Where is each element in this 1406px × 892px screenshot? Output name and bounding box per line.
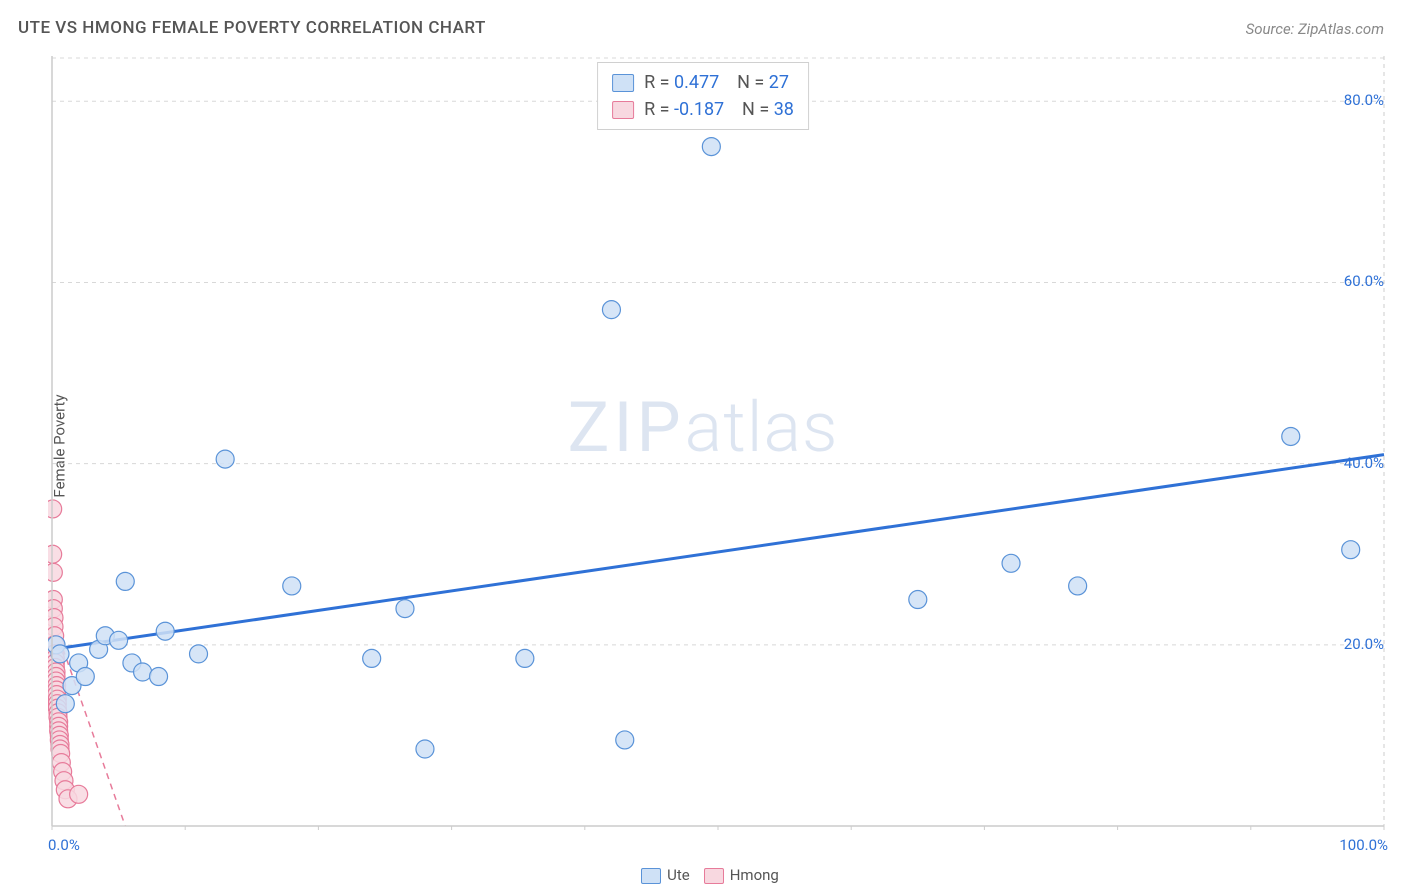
ute-point — [602, 301, 620, 319]
ute-point — [150, 668, 168, 686]
ute-point — [1282, 427, 1300, 445]
ute-point — [216, 450, 234, 468]
x-tick-label: 0.0% — [48, 836, 80, 854]
ute-point — [396, 600, 414, 618]
x-tick-label: 100.0% — [1339, 836, 1388, 854]
stats-legend-row: R = 0.477 N = 27 — [612, 69, 794, 96]
hmong-point — [48, 545, 62, 563]
ute-point — [283, 577, 301, 595]
ute-point — [116, 572, 134, 590]
ute-point — [110, 631, 128, 649]
chart-title: UTE VS HMONG FEMALE POVERTY CORRELATION … — [18, 18, 486, 38]
legend-label: Hmong — [730, 866, 779, 884]
ute-trendline — [52, 455, 1384, 650]
ute-point — [51, 645, 69, 663]
ute-point — [702, 138, 720, 156]
y-tick-label: 80.0% — [1344, 91, 1384, 109]
stats-legend: R = 0.477 N = 27R = -0.187 N = 38 — [597, 62, 809, 130]
legend-swatch — [641, 868, 661, 884]
series-legend: Ute Hmong — [0, 866, 1406, 884]
source-attribution: Source: ZipAtlas.com — [1246, 20, 1384, 38]
ute-point — [616, 731, 634, 749]
ute-point — [363, 649, 381, 667]
ute-point — [156, 622, 174, 640]
y-tick-label: 40.0% — [1344, 454, 1384, 472]
ute-point — [1002, 554, 1020, 572]
ute-point — [1069, 577, 1087, 595]
legend-swatch — [704, 868, 724, 884]
y-tick-label: 20.0% — [1344, 635, 1384, 653]
ute-point — [1342, 541, 1360, 559]
scatter-plot — [48, 52, 1388, 830]
hmong-point — [48, 563, 62, 581]
legend-label: Ute — [667, 866, 690, 884]
ute-point — [76, 668, 94, 686]
ute-point — [416, 740, 434, 758]
ute-point — [190, 645, 208, 663]
ute-point — [909, 591, 927, 609]
ute-point — [56, 695, 74, 713]
hmong-point — [70, 785, 88, 803]
y-tick-label: 60.0% — [1344, 272, 1384, 290]
hmong-point — [48, 500, 62, 518]
ute-point — [134, 663, 152, 681]
ute-point — [516, 649, 534, 667]
stats-legend-row: R = -0.187 N = 38 — [612, 96, 794, 123]
